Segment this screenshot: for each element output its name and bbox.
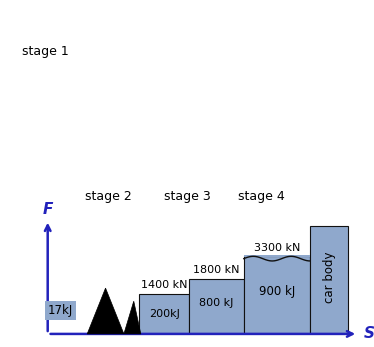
- Bar: [244, 255, 310, 257]
- Text: 800 kJ: 800 kJ: [199, 298, 233, 308]
- Text: 900 kJ: 900 kJ: [259, 285, 295, 298]
- Text: 1400 kN: 1400 kN: [141, 280, 187, 290]
- Bar: [244, 256, 310, 334]
- Text: 17kJ: 17kJ: [48, 304, 73, 317]
- Text: car body: car body: [323, 251, 335, 303]
- Bar: [140, 294, 189, 334]
- Text: stage 3: stage 3: [164, 190, 210, 203]
- Polygon shape: [124, 301, 141, 334]
- Text: stage 2: stage 2: [85, 190, 132, 203]
- Text: stage 4: stage 4: [239, 190, 285, 203]
- Text: stage 1: stage 1: [22, 45, 69, 58]
- Bar: [310, 226, 348, 334]
- Text: F: F: [43, 202, 53, 217]
- Text: 200kJ: 200kJ: [148, 309, 180, 319]
- Text: S: S: [364, 327, 374, 341]
- Polygon shape: [87, 288, 124, 334]
- Bar: [189, 279, 244, 334]
- Text: 1800 kN: 1800 kN: [193, 265, 239, 275]
- Text: 3300 kN: 3300 kN: [254, 243, 300, 253]
